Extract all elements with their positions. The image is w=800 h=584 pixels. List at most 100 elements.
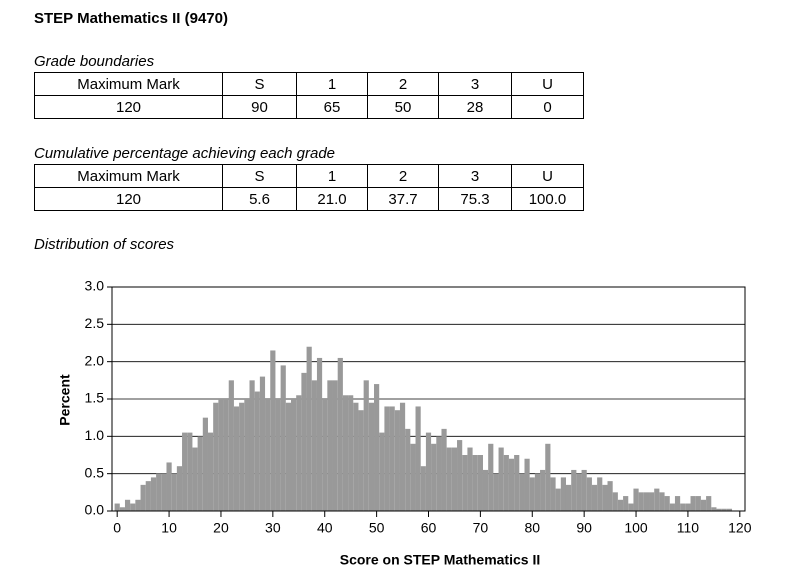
- bar: [228, 380, 234, 511]
- bar: [306, 346, 312, 511]
- bar: [550, 477, 556, 511]
- table-row: Maximum Mark S 1 2 3 U: [34, 164, 584, 188]
- bar: [519, 473, 525, 511]
- bar: [389, 406, 395, 511]
- table-cell: 0: [511, 95, 584, 119]
- bar: [119, 507, 125, 511]
- x-tick-label: 100: [624, 520, 648, 536]
- bar: [524, 458, 530, 511]
- bar: [602, 484, 608, 511]
- bar: [182, 432, 188, 511]
- bar: [716, 508, 722, 511]
- bar: [623, 496, 629, 511]
- bar: [291, 399, 297, 511]
- x-tick-label: 20: [213, 520, 229, 536]
- bar: [654, 488, 660, 511]
- bar: [436, 436, 442, 511]
- bar: [431, 443, 437, 511]
- x-tick-label: 10: [161, 520, 177, 536]
- x-tick-label: 50: [369, 520, 385, 536]
- bar: [534, 473, 541, 511]
- bar: [560, 477, 566, 511]
- bar: [363, 380, 369, 511]
- table-cell: 3: [438, 72, 512, 96]
- table-cell: Maximum Mark: [34, 164, 223, 188]
- bar: [192, 447, 198, 511]
- table-cell: 65: [296, 95, 368, 119]
- bar: [711, 507, 717, 511]
- bar: [161, 473, 167, 511]
- bar: [498, 447, 504, 511]
- bar: [545, 443, 551, 511]
- bar: [721, 508, 727, 511]
- bar: [207, 432, 214, 511]
- bar: [571, 469, 577, 511]
- y-tick-label: 1.5: [85, 390, 105, 406]
- bar: [529, 477, 535, 511]
- grade-table: Maximum Mark S 1 2 3 U 120 90 65 50 28 0: [34, 72, 584, 119]
- bar: [446, 447, 452, 511]
- page-title: STEP Mathematics II (9470): [34, 10, 228, 27]
- bar: [649, 492, 655, 511]
- bar: [695, 496, 701, 511]
- bar: [223, 399, 229, 511]
- table-cell: 37.7: [367, 187, 439, 211]
- bar: [669, 503, 675, 511]
- bar: [311, 380, 317, 511]
- bar: [176, 466, 183, 511]
- table-cell: 28: [438, 95, 512, 119]
- bar: [187, 432, 193, 511]
- bar: [166, 462, 172, 511]
- table-cell: 75.3: [438, 187, 512, 211]
- table-cell: S: [222, 164, 297, 188]
- bar: [425, 432, 432, 511]
- table-cell: 1: [296, 164, 368, 188]
- y-tick-label: 3.0: [85, 278, 105, 294]
- bar: [259, 376, 266, 511]
- bar: [124, 499, 131, 511]
- table-cell: 50: [367, 95, 439, 119]
- table-row: 120 5.6 21.0 37.7 75.3 100.0: [34, 187, 584, 211]
- bar: [337, 357, 343, 511]
- bar: [482, 469, 489, 511]
- bar: [690, 496, 696, 511]
- table-cell: 2: [367, 164, 439, 188]
- y-axis-label: Percent: [57, 374, 73, 426]
- chart-caption: Distribution of scores: [34, 236, 175, 253]
- bar: [612, 492, 618, 511]
- bar: [342, 395, 349, 511]
- bar: [586, 477, 592, 511]
- table-cell: U: [511, 164, 584, 188]
- bar: [353, 402, 359, 511]
- table-row: 120 90 65 50 28 0: [34, 95, 584, 119]
- bar: [322, 399, 328, 511]
- bar: [607, 481, 613, 511]
- x-axis-label: Score on STEP Mathematics II: [340, 552, 540, 568]
- y-tick-label: 0.0: [85, 502, 105, 518]
- bar: [680, 503, 686, 511]
- bar: [664, 496, 670, 511]
- x-tick-label: 60: [421, 520, 437, 536]
- bar: [327, 380, 333, 511]
- y-tick-label: 1.0: [85, 427, 105, 443]
- bar: [581, 469, 587, 511]
- bar: [597, 477, 603, 511]
- bar: [285, 402, 292, 511]
- bar: [249, 380, 255, 511]
- bar: [726, 508, 733, 511]
- table-cell: 120: [34, 187, 223, 211]
- bar: [384, 406, 390, 511]
- bar: [270, 350, 276, 511]
- table-caption: Cumulative percentage achieving each gra…: [34, 145, 336, 162]
- bar: [503, 455, 509, 511]
- bar: [700, 499, 707, 511]
- bar: [239, 402, 245, 511]
- bar: [301, 372, 307, 511]
- bar: [540, 469, 546, 511]
- bar: [514, 455, 520, 511]
- bar: [332, 380, 338, 511]
- bar: [441, 428, 447, 511]
- bar: [643, 492, 650, 511]
- bar: [254, 391, 260, 511]
